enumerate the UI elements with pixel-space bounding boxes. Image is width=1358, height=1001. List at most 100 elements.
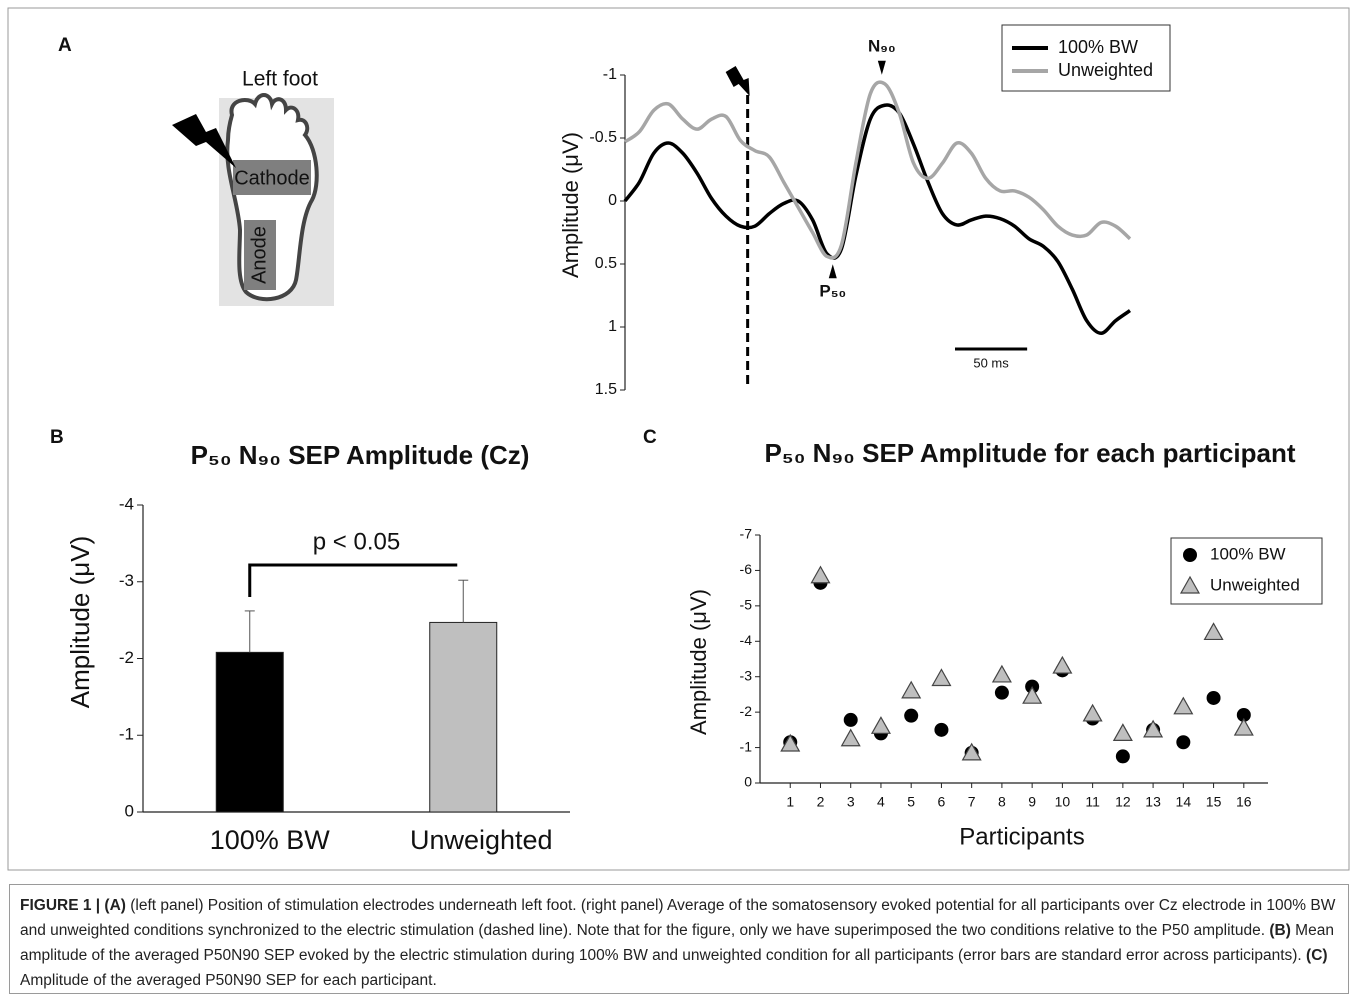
circle-marker [1176,735,1191,750]
x-axis-label: Participants [959,823,1084,850]
triangle-marker [780,733,801,752]
circle-marker [1183,548,1197,562]
caption-text: (C) [1306,947,1328,964]
y-tick-label: 1.5 [595,381,617,398]
y-tick-label: -2 [740,703,753,719]
triangle-marker [840,728,861,747]
y-tick-label: 0 [608,192,617,209]
y-axis-label: Amplitude (μV) [558,132,583,278]
triangle-marker [1179,575,1201,594]
y-tick-label: 1 [608,318,617,335]
triangle-marker [1203,622,1224,641]
circle-marker [843,712,858,727]
foot-diagram: Left foot Cathode Anode [172,68,334,306]
caption-text: Mean amplitude of the averaged P50N90 SE… [20,922,1334,964]
circle-marker [1115,749,1130,764]
triangle-marker [991,664,1012,683]
circle-marker [904,708,919,723]
legend-box [1001,24,1171,92]
y-tick-label: -0.5 [589,129,617,146]
bar [215,651,284,813]
significance-label: p < 0.05 [313,528,400,555]
circle-marker [1236,707,1251,722]
x-tick-label: 14 [1176,794,1192,810]
triangle-marker [1022,685,1043,704]
x-tick-label: 2 [817,794,825,810]
triangle-marker [1143,719,1164,738]
y-tick-label: -1 [119,725,134,744]
y-tick-label: -3 [740,667,753,683]
chart-title: P₅₀ N₉₀ SEP Amplitude (Cz) [191,440,530,470]
annotation-label: P₅₀ [819,282,846,301]
caption-text: (B) [1269,922,1291,939]
y-tick-label: -4 [740,632,753,648]
y-tick-label: -3 [119,571,134,590]
triangle-marker [1112,723,1133,742]
electrode-label: Anode [248,226,270,284]
circle-marker [994,685,1009,700]
legend-label: Unweighted [1058,60,1153,80]
legend-label: Unweighted [1210,575,1300,594]
caption-text: Amplitude of the averaged P50N90 SEP for… [20,972,437,989]
electrode-label: Cathode [234,167,310,189]
y-axis-label: Amplitude (μV) [65,536,95,708]
annotation-label: N₉₀ [868,36,896,55]
y-tick-label: -1 [740,738,753,754]
scale-bar-label: 50 ms [973,355,1009,370]
x-tick-label: 8 [998,794,1006,810]
x-tick-label: 5 [907,794,915,810]
y-tick-label: 0 [125,801,134,820]
legend-label: 100% BW [1210,544,1286,563]
y-tick-label: 0.5 [595,255,617,272]
panel-label: C [643,427,657,448]
triangle-marker [1082,703,1103,722]
stimulus-bolt [172,114,236,168]
triangle-marker [931,668,952,687]
annotation-arrow [877,60,886,75]
x-tick-label: 15 [1206,794,1222,810]
bar [429,621,498,813]
caption-text: FIGURE 1 | (A) [20,897,126,914]
y-tick-label: -1 [603,66,617,83]
x-tick-label: 100% BW [210,825,331,855]
x-tick-label: 9 [1028,794,1036,810]
legend-label: 100% BW [1058,37,1138,57]
annotation-arrow [828,264,837,279]
x-tick-label: 11 [1085,794,1100,810]
x-tick-label: Unweighted [410,825,553,855]
x-tick-label: 1 [786,794,794,810]
x-tick-label: 7 [968,794,976,810]
series-line [623,80,1132,260]
figure-frame [7,7,1350,871]
panel-label: A [58,35,72,56]
x-tick-label: 3 [847,794,855,810]
x-tick-label: 13 [1145,794,1161,810]
triangle-marker [1233,717,1254,736]
anode [244,220,276,290]
x-tick-label: 10 [1055,794,1071,810]
circle-marker [1206,690,1221,705]
triangle-marker [810,565,831,584]
y-tick-label: -2 [119,648,134,667]
triangle-marker [1052,655,1073,674]
x-tick-label: 12 [1115,794,1131,810]
series-line [623,103,1132,336]
stimulus-bolt [725,66,750,96]
triangle-marker [901,680,922,699]
y-tick-label: 0 [744,774,752,790]
cathode [233,160,311,195]
y-tick-label: -5 [740,597,753,613]
x-tick-label: 4 [877,794,885,810]
panel-label: B [50,427,64,448]
figure: A B C Left foot Cathode Anode -1 -0.5 0 0.5… [7,7,1350,871]
significance-bracket [248,563,458,597]
y-axis-label: Amplitude (μV) [686,589,711,735]
caption-text: (left panel) Position of stimulation ele… [20,897,1336,939]
x-tick-label: 6 [938,794,946,810]
caption: FIGURE 1 | (A) (left panel) Position of … [9,884,1349,994]
triangle-marker [1173,696,1194,715]
chart-title: P₅₀ N₉₀ SEP Amplitude for each participa… [764,438,1295,468]
y-tick-label: -4 [119,494,134,513]
circle-marker [934,722,949,737]
